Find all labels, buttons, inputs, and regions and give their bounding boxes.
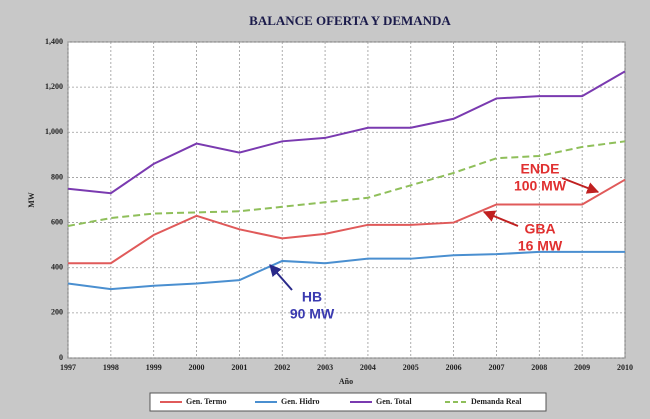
arrow — [561, 177, 600, 194]
x-tick-label: 2000 — [189, 363, 205, 372]
annotation: HB — [302, 289, 322, 305]
arrow — [269, 264, 293, 291]
grid — [67, 41, 626, 359]
x-tick-label: 2004 — [360, 363, 376, 372]
y-tick-label: 400 — [51, 263, 63, 272]
x-axis-label: Año — [339, 377, 353, 386]
y-tick-label: 800 — [51, 172, 63, 181]
y-tick-label: 200 — [51, 308, 63, 317]
x-tick-label: 2003 — [317, 363, 333, 372]
annotation: 100 MW — [514, 178, 567, 194]
y-tick-label: 1,200 — [45, 82, 63, 91]
legend-label: Gen. Hidro — [281, 397, 320, 406]
y-tick-label: 0 — [59, 353, 63, 362]
x-tick-label: 2006 — [446, 363, 462, 372]
x-tick-label: 1997 — [60, 363, 76, 372]
y-tick-label: 1,400 — [45, 37, 63, 46]
x-tick-label: 2009 — [574, 363, 590, 372]
legend-label: Gen. Termo — [186, 397, 226, 406]
series-line — [67, 140, 626, 227]
arrow — [482, 210, 519, 227]
series-line — [67, 250, 625, 291]
legend — [149, 392, 547, 412]
y-tick-label: 1,000 — [45, 127, 63, 136]
x-tick-label: 2007 — [488, 363, 504, 372]
chart-title: BALANCE OFERTA Y DEMANDA — [249, 13, 451, 28]
legend-label: Gen. Total — [376, 397, 412, 406]
annotation: GBA — [524, 221, 555, 237]
x-tick-label: 2010 — [617, 363, 633, 372]
annotation: ENDE — [521, 161, 560, 177]
x-tick-label: 1998 — [103, 363, 119, 372]
x-tick-label: 1999 — [146, 363, 162, 372]
series-line — [67, 70, 626, 195]
legend-label: Demanda Real — [471, 397, 522, 406]
annotation: 90 MW — [290, 306, 335, 322]
x-tick-label: 2001 — [231, 363, 247, 372]
lines — [67, 70, 626, 291]
y-tick-label: 600 — [51, 217, 63, 226]
x-tick-label: 2005 — [403, 363, 419, 372]
y-axis-label: MW — [27, 192, 36, 208]
annotation: 16 MW — [518, 238, 563, 254]
series-line — [68, 178, 626, 265]
x-tick-label: 2002 — [274, 363, 290, 372]
x-tick-label: 2008 — [531, 363, 547, 372]
